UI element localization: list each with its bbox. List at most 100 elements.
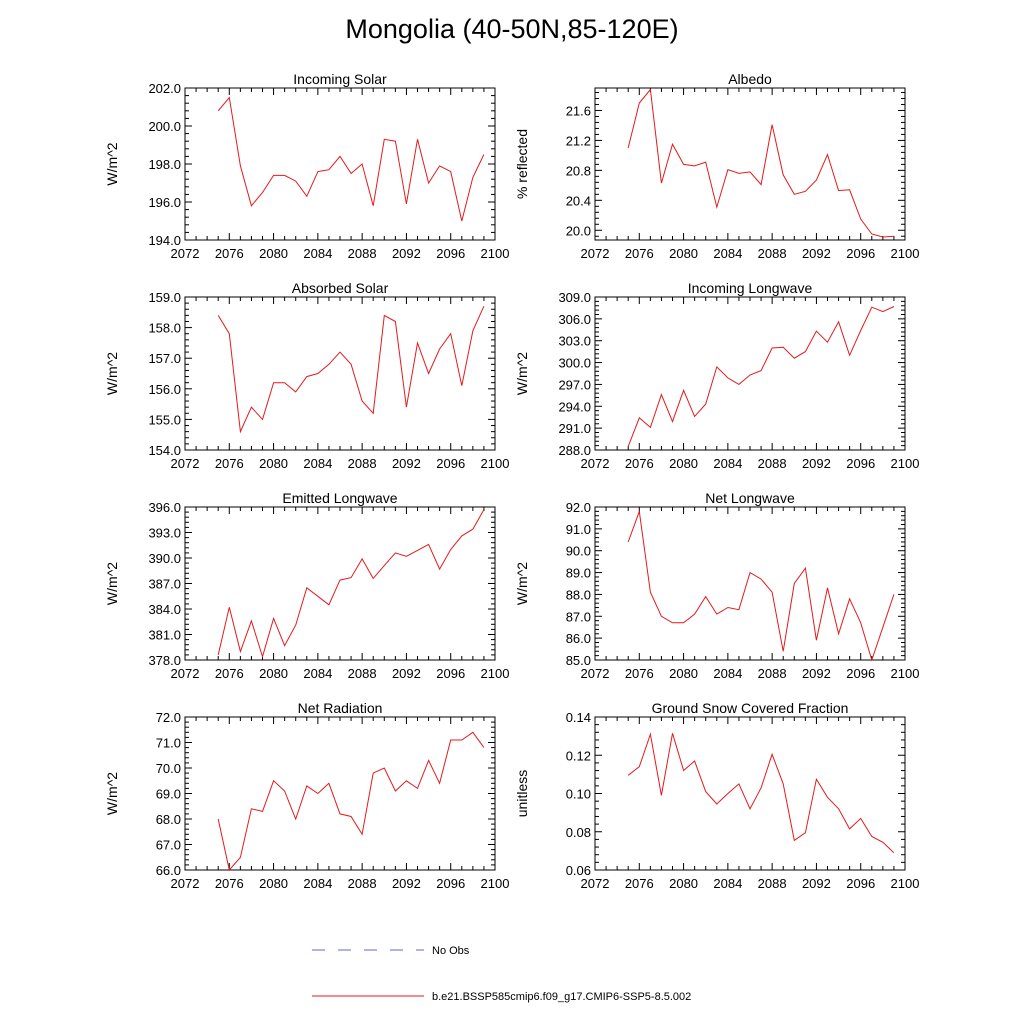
x-tick-label: 2088: [348, 456, 377, 471]
x-tick-label: 2092: [392, 876, 421, 891]
x-tick-label: 2084: [713, 666, 742, 681]
y-tick-label: 88.0: [566, 587, 591, 602]
x-tick-label: 2096: [436, 456, 465, 471]
x-tick-label: 2096: [436, 876, 465, 891]
panel-title: Absorbed Solar: [292, 280, 389, 296]
y-tick-label: 378.0: [148, 653, 181, 668]
x-tick-label: 2084: [303, 666, 332, 681]
plot-frame: [184, 296, 496, 451]
y-tick-label: 158.0: [148, 321, 181, 336]
x-tick-label: 2072: [171, 876, 200, 891]
y-tick-label: 21.2: [566, 133, 591, 148]
y-tick-label: 154.0: [148, 443, 181, 458]
x-tick-label: 2072: [581, 246, 610, 261]
panel-title: Albedo: [728, 71, 772, 87]
x-tick-label: 2072: [581, 876, 610, 891]
x-tick-label: 2076: [215, 456, 244, 471]
x-tick-label: 2080: [259, 456, 288, 471]
series-line: [217, 305, 485, 434]
y-tick-label: 387.0: [148, 577, 181, 592]
y-tick-label: 300.0: [558, 356, 591, 371]
x-tick-label: 2100: [891, 876, 920, 891]
x-tick-label: 2076: [625, 666, 654, 681]
x-tick-label: 2100: [891, 456, 920, 471]
x-tick-label: 2092: [392, 666, 421, 681]
y-tick-label: 90.0: [566, 544, 591, 559]
x-tick-label: 2072: [581, 456, 610, 471]
y-tick-label: 303.0: [558, 334, 591, 349]
y-tick-label: 20.8: [566, 163, 591, 178]
chart-panel: Absorbed Solar W/m^2 2072 2076 2080 2084 2088 2…: [104, 280, 509, 471]
legend-obs-label: No Obs: [432, 945, 470, 957]
plot-frame: [594, 87, 906, 241]
plot-frame: [594, 716, 906, 871]
y-tick-label: 294.0: [558, 399, 591, 414]
x-tick-label: 2080: [259, 666, 288, 681]
y-axis-label: W/m^2: [104, 142, 120, 185]
y-tick-label: 66.0: [156, 863, 181, 878]
y-tick-label: 384.0: [148, 602, 181, 617]
chart-panel: Incoming Longwave W/m^2 2072 2076 2080 2084 20…: [514, 280, 919, 471]
x-tick-label: 2084: [713, 876, 742, 891]
x-tick-label: 2096: [436, 666, 465, 681]
x-tick-label: 2084: [713, 456, 742, 471]
y-axis-label: W/m^2: [514, 352, 530, 395]
x-tick-label: 2100: [481, 666, 510, 681]
x-tick-label: 2088: [758, 876, 787, 891]
x-tick-label: 2080: [669, 456, 698, 471]
x-tick-label: 2100: [891, 666, 920, 681]
y-tick-label: 85.0: [566, 653, 591, 668]
panel-title: Net Radiation: [298, 700, 383, 716]
panel-title: Ground Snow Covered Fraction: [652, 700, 849, 716]
x-tick-label: 2084: [303, 876, 332, 891]
x-tick-label: 2076: [625, 876, 654, 891]
x-tick-label: 2096: [846, 876, 875, 891]
x-tick-label: 2080: [669, 246, 698, 261]
x-tick-label: 2080: [669, 666, 698, 681]
panel-title: Net Longwave: [705, 490, 795, 506]
series-line: [217, 96, 485, 222]
y-axis-label: W/m^2: [514, 562, 530, 605]
y-tick-label: 393.0: [148, 526, 181, 541]
x-tick-label: 2072: [171, 246, 200, 261]
x-tick-label: 2076: [215, 246, 244, 261]
y-tick-label: 89.0: [566, 566, 591, 581]
y-tick-label: 72.0: [156, 710, 181, 725]
x-tick-label: 2072: [171, 666, 200, 681]
x-tick-label: 2080: [259, 246, 288, 261]
y-tick-label: 67.0: [156, 838, 181, 853]
x-tick-label: 2088: [758, 666, 787, 681]
x-tick-label: 2092: [802, 666, 831, 681]
y-tick-label: 381.0: [148, 628, 181, 643]
legend: No Obs b.e21.BSSP585cmip6.f09_g17.CMIP6-…: [312, 945, 691, 1003]
series-line: [217, 731, 485, 872]
chart-panel: Net Radiation W/m^2 2072 2076 2080 2084 2088 20…: [104, 700, 509, 891]
x-tick-label: 2088: [758, 246, 787, 261]
x-tick-label: 2076: [625, 456, 654, 471]
x-tick-label: 2088: [758, 456, 787, 471]
y-axis-label: W/m^2: [104, 352, 120, 395]
x-tick-label: 2088: [348, 876, 377, 891]
x-tick-label: 2092: [392, 246, 421, 261]
plot-frame: [594, 296, 906, 451]
panel-title: Incoming Longwave: [688, 280, 813, 296]
series-line: [217, 509, 485, 659]
x-tick-label: 2084: [303, 456, 332, 471]
legend-model-label: b.e21.BSSP585cmip6.f09_g17.CMIP6-SSP5-8.…: [432, 991, 691, 1003]
y-tick-label: 396.0: [148, 500, 181, 515]
y-tick-label: 91.0: [566, 522, 591, 537]
x-tick-label: 2096: [846, 666, 875, 681]
x-tick-label: 2092: [802, 876, 831, 891]
y-tick-label: 20.0: [566, 223, 591, 238]
x-tick-label: 2096: [436, 246, 465, 261]
panel-title: Incoming Solar: [293, 71, 387, 87]
x-tick-label: 2096: [846, 246, 875, 261]
y-tick-label: 309.0: [558, 290, 591, 305]
y-tick-label: 71.0: [156, 736, 181, 751]
plot-frame: [184, 506, 496, 661]
x-tick-label: 2080: [669, 876, 698, 891]
y-tick-label: 196.0: [148, 195, 181, 210]
x-tick-label: 2100: [481, 456, 510, 471]
y-tick-label: 0.08: [566, 825, 591, 840]
y-tick-label: 0.12: [566, 748, 591, 763]
